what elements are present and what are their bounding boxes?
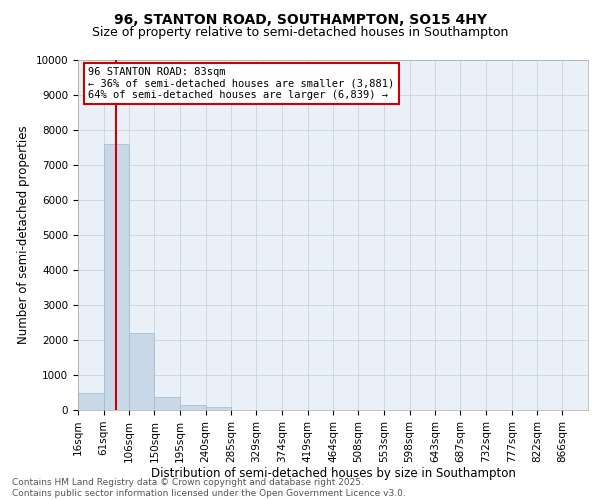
Text: 96 STANTON ROAD: 83sqm
← 36% of semi-detached houses are smaller (3,881)
64% of : 96 STANTON ROAD: 83sqm ← 36% of semi-det… [88,67,394,100]
Y-axis label: Number of semi-detached properties: Number of semi-detached properties [17,126,30,344]
Bar [154,396,180,410]
Bar [180,406,206,410]
Bar [206,406,231,410]
X-axis label: Distribution of semi-detached houses by size in Southampton: Distribution of semi-detached houses by … [151,468,515,480]
Text: Size of property relative to semi-detached houses in Southampton: Size of property relative to semi-detach… [92,26,508,39]
Bar [104,144,129,410]
Text: 96, STANTON ROAD, SOUTHAMPTON, SO15 4HY: 96, STANTON ROAD, SOUTHAMPTON, SO15 4HY [113,12,487,26]
Bar [78,392,104,410]
Bar [129,333,154,410]
Text: Contains HM Land Registry data © Crown copyright and database right 2025.
Contai: Contains HM Land Registry data © Crown c… [12,478,406,498]
